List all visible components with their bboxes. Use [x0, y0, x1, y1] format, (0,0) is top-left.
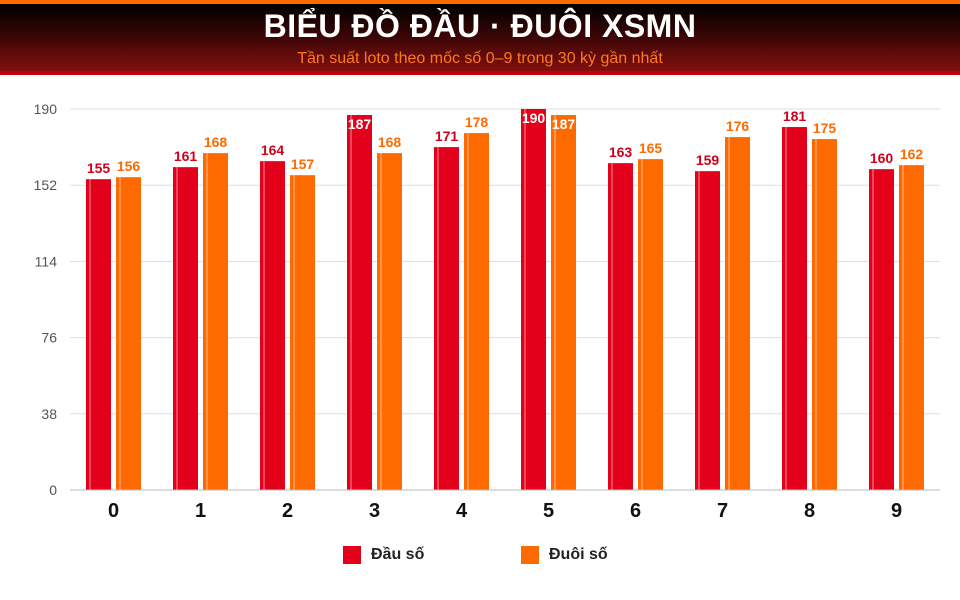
- bar: [377, 153, 402, 490]
- chart-title: BIỂU ĐỒ ĐẦU · ĐUÔI XSMN: [263, 8, 697, 44]
- data-label: 156: [117, 158, 141, 174]
- y-tick-label: 152: [34, 177, 58, 193]
- bar-highlight: [293, 175, 295, 490]
- bar-highlight: [467, 133, 469, 490]
- bar: [434, 147, 459, 490]
- bar-highlight: [698, 171, 700, 491]
- x-tick-label: 4: [456, 500, 468, 522]
- bar-highlight: [554, 115, 556, 490]
- bar: [464, 133, 489, 490]
- bar: [782, 127, 807, 491]
- data-label: 160: [870, 150, 894, 166]
- x-tick-label: 2: [282, 500, 293, 522]
- chart-subtitle: Tần suất loto theo mốc số 0–9 trong 30 k…: [297, 50, 663, 67]
- legend-swatch-duoi-so: [521, 546, 539, 564]
- data-label: 187: [552, 116, 576, 132]
- data-label: 155: [87, 160, 111, 176]
- bar: [116, 177, 141, 490]
- data-label: 162: [900, 146, 924, 162]
- bar-highlight: [611, 163, 613, 491]
- x-tick-label: 3: [369, 500, 380, 522]
- x-tick-label: 1: [195, 500, 206, 522]
- x-tick-label: 8: [804, 500, 815, 522]
- bar-highlight: [119, 177, 121, 490]
- data-label: 168: [378, 134, 402, 150]
- data-label: 159: [696, 152, 720, 168]
- data-label: 175: [813, 120, 837, 136]
- x-tick-label: 5: [543, 500, 554, 522]
- data-label: 190: [522, 110, 546, 126]
- y-tick-label: 190: [34, 101, 58, 117]
- bar: [638, 159, 663, 490]
- bar-highlight: [902, 165, 904, 490]
- legend-swatch-dau-so: [343, 546, 361, 564]
- data-label: 161: [174, 148, 198, 164]
- bar: [551, 115, 576, 490]
- bar-highlight: [350, 115, 352, 490]
- bar: [203, 153, 228, 490]
- y-tick-label: 38: [41, 406, 57, 422]
- bar-highlight: [524, 109, 526, 490]
- bar-highlight: [380, 153, 382, 490]
- legend-label-dau-so: Đầu số: [371, 546, 425, 563]
- bar: [173, 167, 198, 490]
- x-tick-label: 0: [108, 500, 119, 522]
- y-tick-label: 114: [35, 253, 58, 269]
- y-tick-label: 76: [41, 330, 57, 346]
- bar: [812, 139, 837, 490]
- bar: [695, 171, 720, 491]
- data-label: 165: [639, 140, 663, 156]
- bar: [869, 169, 894, 490]
- data-label: 157: [291, 156, 315, 172]
- data-label: 164: [261, 142, 285, 158]
- bar: [725, 137, 750, 491]
- bar-highlight: [89, 179, 91, 490]
- chart-legend: Đầu số Đuôi số: [0, 546, 960, 568]
- bar-highlight: [815, 139, 817, 490]
- bar-highlight: [206, 153, 208, 490]
- bar: [899, 165, 924, 490]
- data-label: 171: [435, 128, 459, 144]
- bar: [347, 115, 372, 490]
- bar-highlight: [728, 137, 730, 491]
- bar: [290, 175, 315, 490]
- data-label: 176: [726, 118, 750, 134]
- data-label: 181: [783, 108, 807, 124]
- data-label: 168: [204, 134, 228, 150]
- bar-highlight: [641, 159, 643, 490]
- x-tick-label: 7: [717, 500, 728, 522]
- legend-item-duoi-so: Đuôi số: [521, 546, 608, 564]
- bar: [608, 163, 633, 491]
- y-tick-label: 0: [49, 482, 57, 498]
- legend-label-duoi-so: Đuôi số: [549, 546, 608, 563]
- bar: [521, 109, 546, 490]
- bar-highlight: [176, 167, 178, 490]
- bar-highlight: [263, 161, 265, 490]
- bar: [86, 179, 111, 490]
- bar: [260, 161, 285, 490]
- x-tick-label: 9: [891, 500, 902, 522]
- bar-highlight: [437, 147, 439, 490]
- data-label: 187: [348, 116, 372, 132]
- x-tick-label: 6: [630, 500, 641, 522]
- bar-highlight: [785, 127, 787, 491]
- legend-item-dau-so: Đầu số: [343, 546, 424, 564]
- bar-highlight: [872, 169, 874, 490]
- data-label: 163: [609, 144, 633, 160]
- chart-header: BIỂU ĐỒ ĐẦU · ĐUÔI XSMN Tần suất loto th…: [0, 0, 960, 75]
- data-label: 178: [465, 114, 489, 130]
